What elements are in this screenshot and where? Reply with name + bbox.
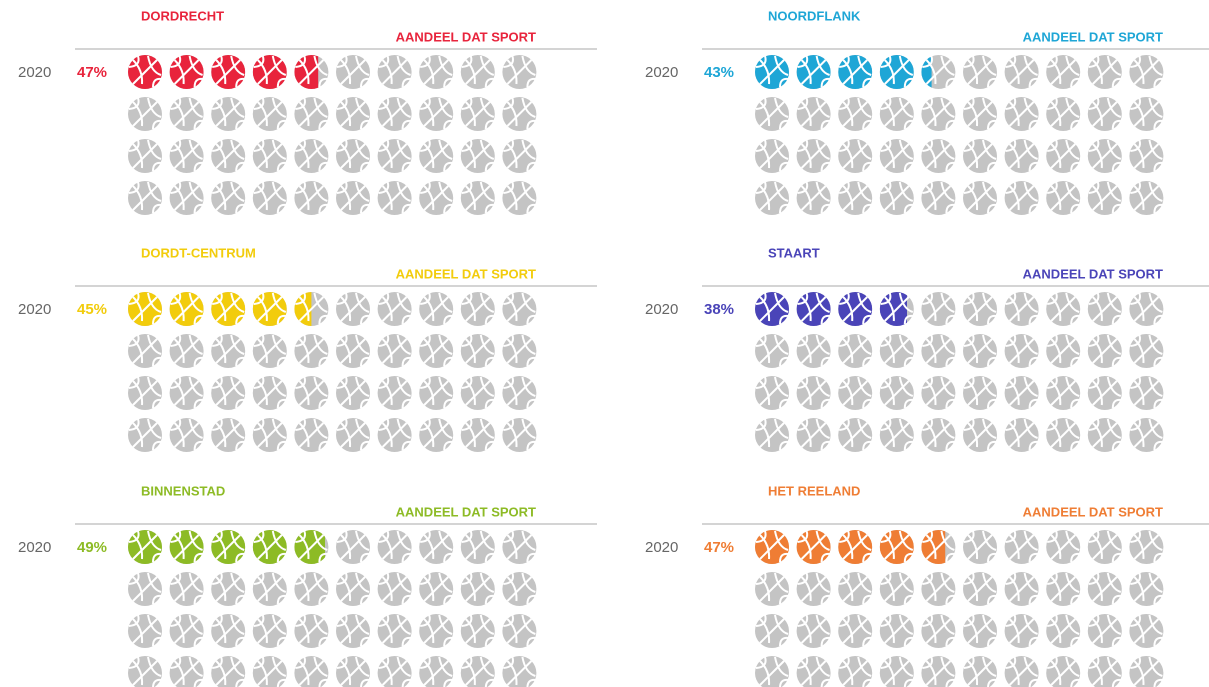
ball bbox=[838, 656, 873, 687]
filled-ball bbox=[294, 292, 312, 326]
ball bbox=[169, 656, 204, 687]
ball bbox=[460, 656, 495, 687]
value-label: 43% bbox=[704, 64, 734, 81]
panel-title: BINNENSTAD bbox=[141, 483, 225, 498]
panel-title: HET REELAND bbox=[768, 483, 860, 498]
year-label: 2020 bbox=[645, 539, 678, 556]
year-label: 2020 bbox=[18, 301, 51, 318]
panel-subtitle: AANDEEL DAT SPORT bbox=[1023, 504, 1163, 519]
panel-subtitle: AANDEEL DAT SPORT bbox=[396, 266, 536, 281]
year-label: 2020 bbox=[645, 301, 678, 318]
panel-subtitle: AANDEEL DAT SPORT bbox=[1023, 266, 1163, 281]
year-label: 2020 bbox=[18, 539, 51, 556]
ball bbox=[419, 656, 454, 687]
year-label: 2020 bbox=[18, 64, 51, 81]
panel-subtitle: AANDEEL DAT SPORT bbox=[396, 504, 536, 519]
ball bbox=[336, 656, 370, 687]
ball bbox=[755, 656, 789, 687]
ball bbox=[502, 656, 537, 687]
ball bbox=[879, 656, 914, 687]
value-label: 38% bbox=[704, 301, 734, 318]
ball bbox=[921, 656, 956, 687]
ball bbox=[1046, 656, 1081, 687]
ball bbox=[1129, 656, 1164, 687]
value-label: 47% bbox=[704, 539, 734, 556]
ball bbox=[211, 656, 246, 687]
year-label: 2020 bbox=[645, 64, 678, 81]
ball bbox=[252, 656, 287, 687]
ball bbox=[1004, 656, 1039, 687]
panel-title: DORDT-CENTRUM bbox=[141, 245, 256, 260]
value-label: 47% bbox=[77, 64, 107, 81]
ball bbox=[1087, 656, 1122, 687]
ball bbox=[128, 656, 162, 687]
ball bbox=[963, 656, 997, 687]
value-label: 49% bbox=[77, 539, 107, 556]
panel-title: STAART bbox=[768, 245, 820, 260]
ball bbox=[377, 656, 412, 687]
ball bbox=[796, 656, 831, 687]
panel-subtitle: AANDEEL DAT SPORT bbox=[396, 29, 536, 44]
panel-subtitle: AANDEEL DAT SPORT bbox=[1023, 29, 1163, 44]
value-label: 45% bbox=[77, 301, 107, 318]
panel-title: DORDRECHT bbox=[141, 8, 224, 23]
panel-title: NOORDFLANK bbox=[768, 8, 861, 23]
ball bbox=[294, 656, 329, 687]
